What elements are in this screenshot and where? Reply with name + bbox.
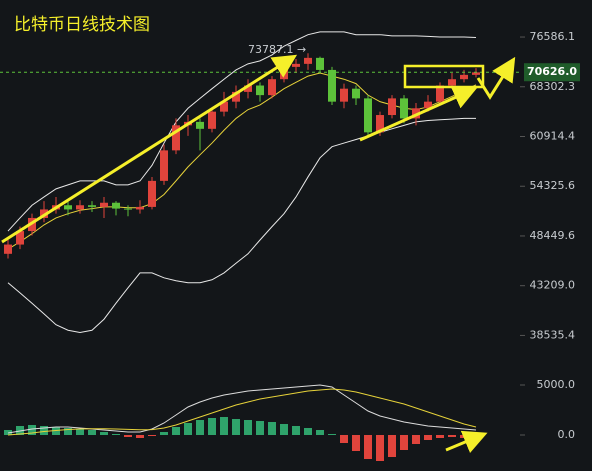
histogram-bar <box>220 417 228 435</box>
y-tick-label: 60914.4 <box>530 129 576 142</box>
candle-body <box>172 125 180 151</box>
histogram-bar <box>28 425 36 435</box>
indicator-line <box>7 388 477 436</box>
candle-body <box>244 85 252 92</box>
candle-body <box>304 57 312 64</box>
histogram-bar <box>328 434 336 435</box>
histogram-bar <box>268 422 276 435</box>
histogram-bar <box>340 435 348 443</box>
candle-body <box>196 121 204 129</box>
y-tick-label: 0.0 <box>558 428 576 441</box>
candle-body <box>256 85 264 96</box>
candle-body <box>100 202 108 207</box>
candle-body <box>424 101 432 109</box>
histogram-bar <box>88 430 96 435</box>
candle-body <box>268 79 276 96</box>
histogram-bar <box>448 435 456 437</box>
histogram-bar <box>124 435 132 437</box>
candle-body <box>76 205 84 210</box>
histogram-bar <box>316 430 324 435</box>
plot: 76586.1 68302.3 60914.4 54325.6 48449.6 43209… <box>0 30 580 461</box>
histogram-bar <box>460 435 468 438</box>
histogram-bar <box>376 435 384 461</box>
histogram-bar <box>100 432 108 435</box>
histogram-bar <box>184 423 192 435</box>
histogram-bar <box>244 420 252 435</box>
y-tick-label: 76586.1 <box>530 30 576 43</box>
trend-arrow <box>1 54 298 244</box>
histogram-bar <box>208 418 216 435</box>
histogram-bar <box>196 420 204 435</box>
histogram-bar <box>412 435 420 444</box>
histogram-bar <box>352 435 360 451</box>
candle-body <box>460 74 468 80</box>
candle-body <box>448 79 456 86</box>
indicator-line <box>7 384 477 434</box>
trend-arrow <box>359 86 478 142</box>
histogram-bar <box>64 428 72 435</box>
histogram-bar <box>280 424 288 435</box>
candle-body <box>88 205 96 207</box>
high-annotation: 73787.1 → <box>248 43 306 56</box>
histogram-bar <box>112 434 120 435</box>
y-tick-label: 43209.0 <box>530 279 576 292</box>
candle-body <box>364 98 372 133</box>
histogram-bar <box>256 421 264 435</box>
indicator-line <box>7 31 477 232</box>
y-tick-label: 38535.4 <box>530 328 576 341</box>
candle-body <box>388 98 396 116</box>
candle-body <box>328 69 336 102</box>
candle-body <box>280 66 288 80</box>
candle-body <box>472 72 480 75</box>
candle-body <box>232 91 240 102</box>
histogram-bar <box>148 435 156 436</box>
indicator-line <box>7 72 477 250</box>
candle-body <box>16 231 24 245</box>
histogram-bar <box>436 435 444 438</box>
consolidation-box <box>403 64 485 89</box>
candle-body <box>292 63 300 67</box>
histogram-bar <box>40 426 48 435</box>
histogram-bar <box>232 419 240 435</box>
candle-body <box>4 244 12 254</box>
y-tick-label: 5000.0 <box>537 378 576 391</box>
histogram-bar <box>136 435 144 438</box>
y-tick-label: 54325.6 <box>530 179 576 192</box>
histogram-bar <box>304 428 312 435</box>
candle-body <box>112 202 120 209</box>
candle-body <box>160 150 168 181</box>
candle-body <box>400 98 408 119</box>
candle-body <box>124 208 132 210</box>
last-price-label: 70626.0 <box>527 65 577 78</box>
histogram-bar <box>292 426 300 435</box>
candle-body <box>316 57 324 70</box>
candle-body <box>220 101 228 112</box>
candle-body <box>64 205 72 210</box>
histogram-bar <box>400 435 408 450</box>
decoration <box>1 54 516 453</box>
candle-body <box>340 88 348 102</box>
candle-body <box>208 111 216 129</box>
candle-body <box>148 180 156 207</box>
histogram-bar <box>388 435 396 457</box>
histogram-bar <box>424 435 432 440</box>
histogram-bar <box>172 427 180 435</box>
candle-body <box>352 88 360 99</box>
histogram-bar <box>364 435 372 459</box>
last-price-box <box>524 63 580 82</box>
candle-body <box>136 206 144 210</box>
y-tick-label: 48449.6 <box>530 229 576 242</box>
histogram-bar <box>76 429 84 435</box>
trend-arrow <box>445 430 488 453</box>
chart-title: 比特币日线技术图 <box>14 15 150 35</box>
indicator-line <box>7 117 476 333</box>
histogram-bar <box>160 432 168 435</box>
candle-body <box>436 85 444 102</box>
candle-body <box>376 115 384 133</box>
y-tick-label: 68302.3 <box>530 80 576 93</box>
